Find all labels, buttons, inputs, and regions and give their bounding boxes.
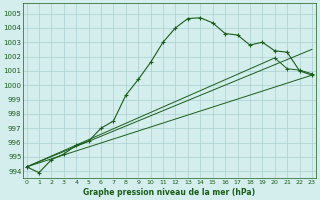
X-axis label: Graphe pression niveau de la mer (hPa): Graphe pression niveau de la mer (hPa) bbox=[83, 188, 255, 197]
